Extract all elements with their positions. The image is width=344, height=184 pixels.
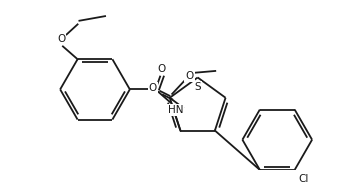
Text: O: O <box>149 83 157 93</box>
Text: S: S <box>194 82 201 92</box>
Text: Cl: Cl <box>299 174 309 184</box>
Text: O: O <box>57 34 65 44</box>
Text: O: O <box>158 64 166 74</box>
Text: O: O <box>185 70 194 81</box>
Text: HN: HN <box>168 105 183 115</box>
